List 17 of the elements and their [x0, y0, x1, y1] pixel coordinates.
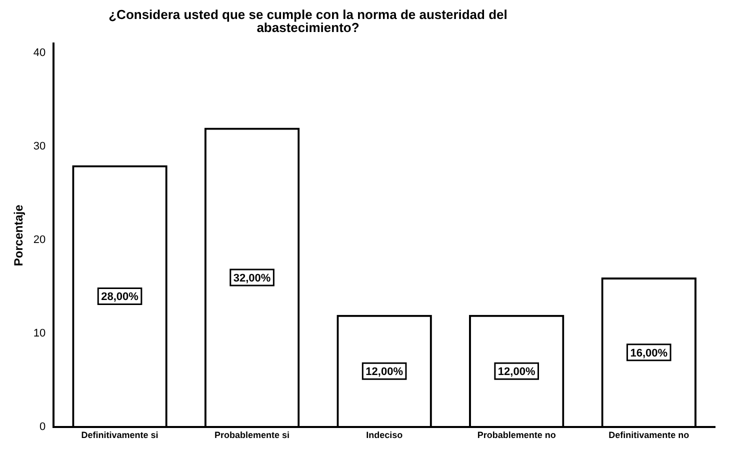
x-tick-label: Probablemente si	[214, 430, 290, 440]
x-tick-label: Indeciso	[366, 430, 404, 440]
y-tick-label: 40	[33, 46, 46, 59]
y-axis-title: Porcentaje	[12, 204, 26, 266]
x-tick-label: Definitivamente si	[81, 430, 158, 440]
y-tick-label: 0	[40, 421, 46, 434]
data-label: 12,00%	[366, 366, 404, 378]
chart-title: ¿Considera usted que se cumple con la norma de austeridad del abastecimiento?	[108, 7, 508, 35]
y-tick-label: 10	[33, 328, 46, 340]
data-label: 28,00%	[101, 291, 139, 304]
data-label: 16,00%	[630, 347, 668, 360]
data-label: 32,00%	[233, 272, 271, 285]
data-label: 12,00%	[498, 366, 536, 378]
y-tick-label: 30	[33, 140, 46, 153]
y-tick-label: 20	[33, 234, 46, 246]
x-tick-label: Definitivamente no	[608, 430, 690, 440]
x-tick-label: Probablemente no	[477, 430, 556, 440]
